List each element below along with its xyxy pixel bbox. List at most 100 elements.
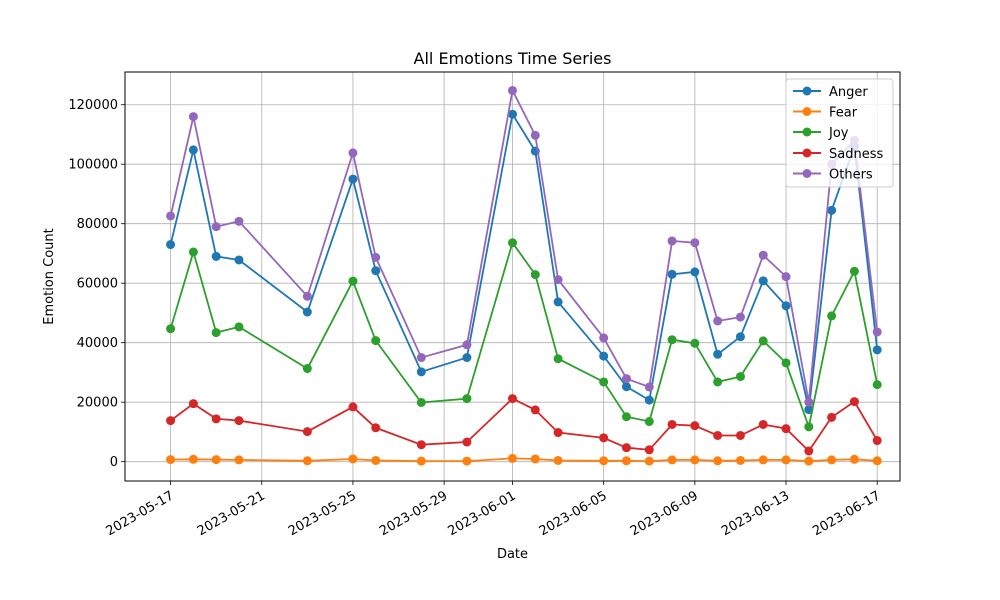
data-point-anger [644,395,654,405]
series-anger [166,109,882,415]
data-point-anger [302,307,312,317]
data-point-sadness [371,423,381,433]
data-point-fear [508,453,517,463]
data-point-others [621,374,631,384]
data-point-sadness [211,414,221,424]
data-point-others [599,333,609,343]
data-point-anger [735,332,745,342]
data-point-fear [371,455,381,465]
data-point-anger [781,301,791,311]
data-point-joy [713,377,723,387]
data-point-sadness [462,437,472,447]
y-axis-label: Emotion Count [42,228,57,324]
data-point-fear [211,455,221,465]
data-point-joy [827,311,837,321]
data-point-fear [667,455,677,465]
data-point-sadness [849,397,859,407]
legend: Anger Fear Joy Sadness Others [785,78,894,188]
data-point-joy [302,364,312,374]
data-point-fear [166,455,176,465]
data-point-joy [188,247,198,257]
data-point-fear [804,456,814,466]
legend-entry-joy: Joy [793,126,849,141]
data-point-anger [166,240,176,250]
data-point-anger [348,174,358,184]
y-tick-label: 80000 [77,217,118,232]
legend-entry-others: Others [793,168,873,183]
data-point-fear [348,454,358,464]
data-point-sadness [234,416,244,426]
data-point-fear [530,454,540,464]
data-point-sadness [508,394,517,404]
y-tick-label: 60000 [77,277,118,292]
data-point-anger [462,353,472,363]
data-point-others [508,85,517,95]
legend-marker [802,148,812,158]
data-point-sadness [530,405,540,415]
data-point-joy [849,266,859,276]
data-point-sadness [827,412,837,422]
data-point-others [371,252,381,262]
data-point-joy [599,377,609,387]
data-point-fear [462,456,472,466]
y-tick-label: 120000 [68,98,118,113]
series-others [166,85,882,407]
data-point-others [348,148,358,158]
data-point-anger [553,297,563,307]
data-point-joy [166,324,176,334]
legend-label: Others [829,168,873,183]
data-point-sadness [758,419,768,429]
data-point-fear [599,456,609,466]
data-point-joy [781,358,791,368]
data-point-anger [827,205,837,215]
data-point-sadness [690,421,700,431]
legend-label: Sadness [829,147,883,162]
data-point-others [234,216,244,226]
legend-box [785,78,894,188]
data-point-others [530,130,540,140]
data-point-fear [234,455,244,465]
legend-marker [802,86,812,96]
data-point-others [804,397,814,407]
x-axis-label: Date [497,547,528,562]
data-point-others [781,272,791,282]
data-point-anger [621,382,631,392]
data-point-fear [302,456,312,466]
data-point-sadness [872,436,882,446]
data-point-sadness [667,419,677,429]
data-point-fear [690,455,700,465]
data-point-fear [644,456,654,466]
data-point-others [644,382,654,392]
data-point-others [758,250,768,260]
data-point-sadness [188,399,198,409]
data-point-sadness [621,443,631,453]
legend-label: Anger [829,85,868,100]
data-point-sadness [804,446,814,456]
data-point-others [690,238,700,248]
data-point-joy [553,354,563,364]
data-point-anger [667,269,677,279]
data-point-sadness [553,428,563,438]
data-point-sadness [644,445,654,455]
data-point-anger [872,345,882,355]
data-point-others [188,112,198,122]
data-point-joy [621,412,631,422]
data-point-fear [553,455,563,465]
data-point-joy [690,338,700,348]
data-point-fear [872,456,882,466]
data-point-anger [188,145,198,155]
data-point-fear [621,456,631,466]
legend-marker [802,107,812,116]
legend-entry-sadness: Sadness [793,147,883,162]
y-tick-label: 0 [110,455,118,470]
data-point-others [166,211,176,221]
data-point-fear [713,456,723,466]
data-point-anger [758,276,768,286]
data-point-sadness [302,427,312,437]
legend-label: Fear [829,106,858,121]
data-point-fear [416,456,426,466]
data-point-sadness [713,430,723,440]
data-point-joy [667,335,677,345]
data-point-others [462,340,472,350]
